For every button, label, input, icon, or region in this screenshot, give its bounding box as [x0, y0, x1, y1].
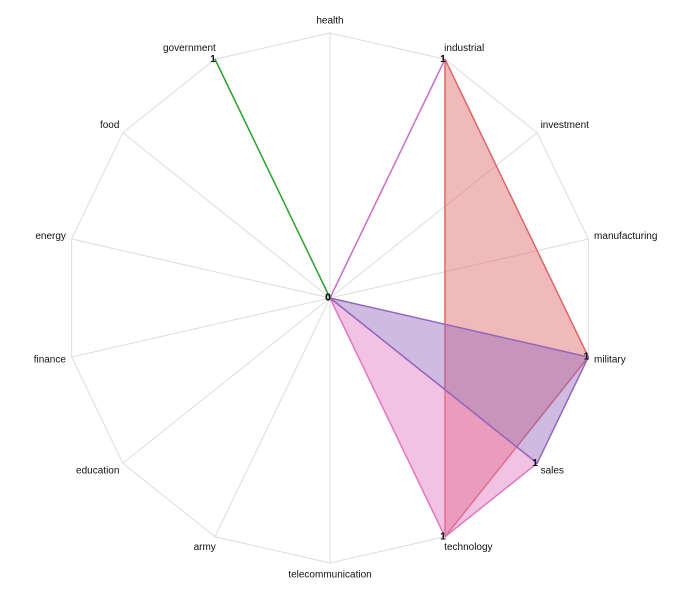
axis-label: investment [541, 120, 590, 131]
value-label: 1 [440, 531, 446, 542]
axis-label: manufacturing [594, 231, 657, 242]
value-label: 1 [440, 531, 446, 542]
grid-spoke [71, 238, 331, 299]
series-area [329, 297, 590, 464]
axis-label: industrial [444, 43, 484, 54]
grid-spoke [122, 297, 331, 464]
grid-spoke [329, 238, 589, 299]
axis-label: finance [34, 354, 67, 365]
series-area [329, 58, 446, 299]
value-label: 0 [325, 293, 331, 304]
value-label: 1 [440, 54, 446, 65]
value-label: 1 [532, 458, 538, 469]
value-label: 1 [532, 458, 538, 469]
axis-label: government [163, 43, 216, 54]
axis-label: military [594, 354, 626, 365]
axis-label: education [76, 465, 119, 476]
series-area [214, 58, 331, 299]
axis-label: army [194, 542, 216, 553]
axis-label: telecommunication [288, 570, 371, 581]
axis-label: sales [541, 465, 564, 476]
value-label: 0 [325, 293, 331, 304]
value-label: 1 [440, 54, 446, 65]
value-label: 0 [325, 293, 331, 304]
axis-label: food [100, 120, 119, 131]
value-label: 0 [325, 293, 331, 304]
axis-label: health [316, 16, 343, 27]
axis-label: technology [444, 542, 492, 553]
grid-spoke [122, 132, 331, 299]
value-label: 1 [210, 54, 216, 65]
value-label: 1 [584, 352, 590, 363]
grid-spoke [71, 297, 331, 358]
axis-label: energy [35, 231, 66, 242]
grid-spoke [214, 297, 331, 537]
grid-spoke [329, 132, 538, 299]
